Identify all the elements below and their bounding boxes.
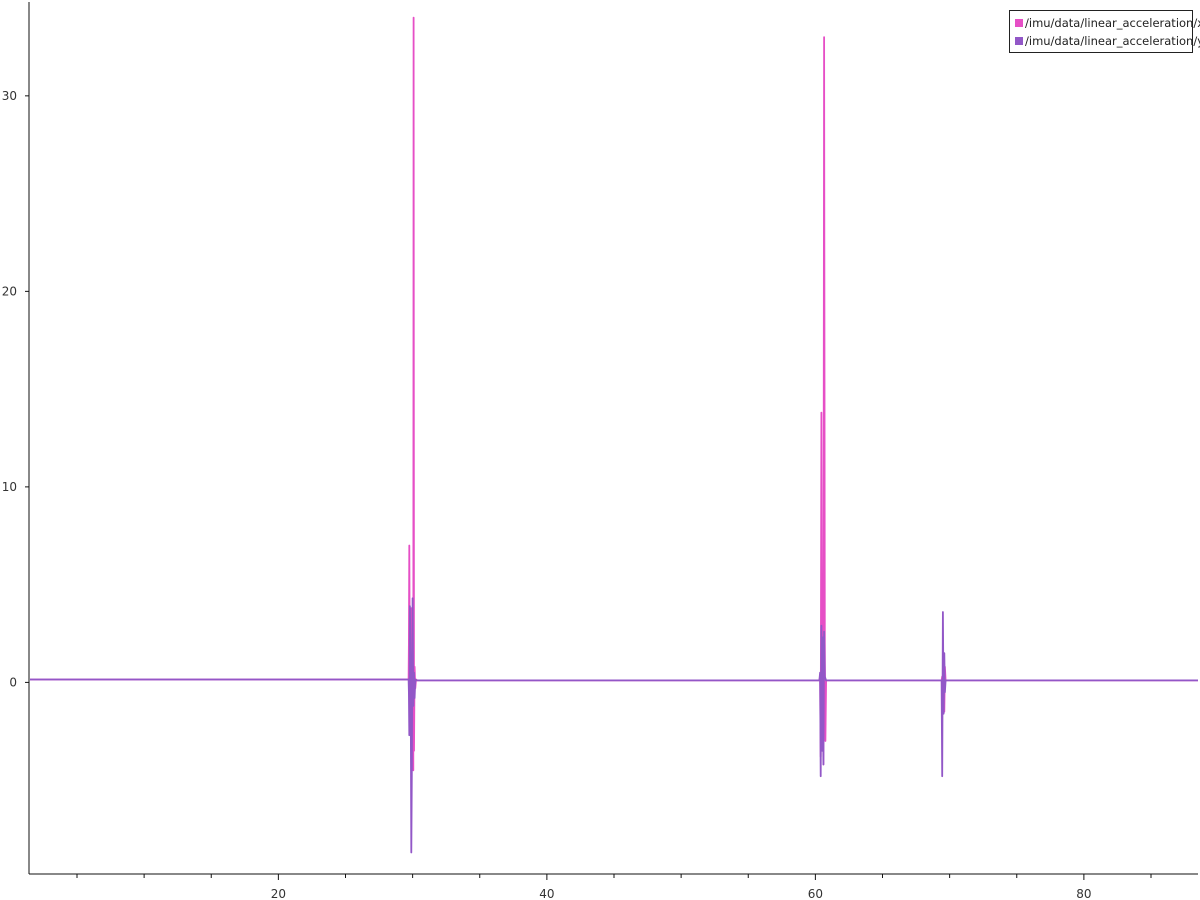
x-ticks: 20 40 60 80 bbox=[76, 874, 1152, 900]
y-tick-label: 30 bbox=[2, 89, 17, 103]
legend-item-x: /imu/data/linear_acceleration/x bbox=[1015, 14, 1200, 32]
series-line-y bbox=[30, 597, 1198, 854]
legend-item-y: /imu/data/linear_acceleration/y bbox=[1015, 32, 1200, 50]
x-tick-label: 80 bbox=[1076, 887, 1091, 900]
legend-label-y: /imu/data/linear_acceleration/y bbox=[1025, 34, 1200, 48]
legend-label-x: /imu/data/linear_acceleration/x bbox=[1025, 16, 1200, 30]
series-layer bbox=[30, 16, 1198, 854]
y-tick-label: 10 bbox=[2, 480, 17, 494]
series-line-x bbox=[30, 16, 1198, 772]
legend: /imu/data/linear_acceleration/x /imu/dat… bbox=[1009, 10, 1200, 53]
legend-swatch-x bbox=[1015, 19, 1023, 27]
y-ticks: 0 10 20 30 bbox=[2, 89, 29, 689]
x-tick-label: 40 bbox=[539, 887, 554, 900]
y-tick-label: 20 bbox=[2, 284, 17, 298]
legend-swatch-y bbox=[1015, 37, 1023, 45]
x-tick-label: 20 bbox=[271, 887, 286, 900]
y-tick-label: 0 bbox=[9, 675, 17, 689]
x-tick-label: 60 bbox=[808, 887, 823, 900]
